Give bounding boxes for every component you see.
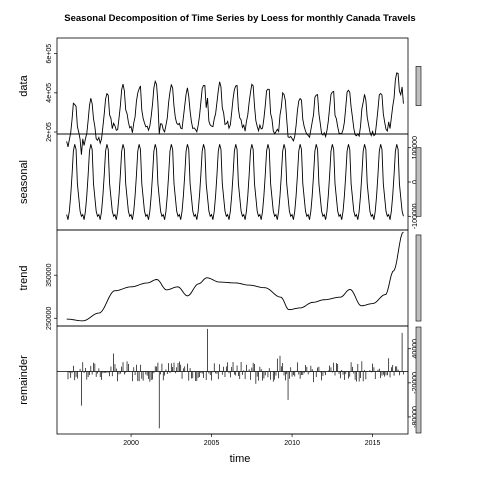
data-panel-frame: [56, 37, 409, 135]
trend-y-tick-label: 250000: [46, 306, 53, 329]
data-y-tick-label: 2e+05: [46, 122, 53, 142]
trend-series-line: [66, 231, 404, 322]
trend-panel-frame: [56, 229, 409, 327]
remainder-y-tick-label: 40000: [412, 339, 419, 359]
chart-title: Seasonal Decomposition of Time Series by…: [64, 13, 415, 24]
panel-seasonal: -100000 0 100000 seasonal: [18, 133, 422, 231]
panel-trend: 250000 350000 trend: [18, 229, 422, 330]
seasonal-y-tick-label: 0: [412, 180, 419, 184]
seasonal-panel-label: seasonal: [18, 160, 30, 204]
seasonal-series-line: [66, 144, 404, 220]
remainder-y-tick-label: -20000: [412, 372, 419, 394]
trend-panel-label: trend: [18, 265, 30, 290]
panel-data: 2e+05 4e+05 6e+05 data: [18, 37, 422, 155]
panel-remainder: -80000 -20000 40000 remainder: [18, 325, 422, 435]
data-y-tick-label: 6e+05: [46, 44, 53, 64]
data-panel-label: data: [18, 74, 30, 96]
data-scale-bar: [415, 66, 422, 106]
x-axis-title: time: [230, 453, 251, 465]
trend-y-tick-label: 350000: [46, 263, 53, 286]
data-series-line: [66, 72, 404, 155]
seasonal-y-tick-label: 100000: [412, 136, 419, 159]
x-tick-label: 2010: [284, 440, 300, 447]
remainder-panel-frame: [56, 325, 409, 435]
seasonal-scale-bar: [415, 147, 422, 217]
remainder-panel-label: remainder: [18, 355, 30, 405]
x-tick-label: 2015: [365, 440, 381, 447]
seasonal-y-tick-label: -100000: [412, 203, 419, 229]
trend-scale-bar: [415, 234, 422, 322]
panels-layer: 2e+05 4e+05 6e+05 data -100000 0 100000 seasona…: [18, 37, 422, 447]
remainder-scale-bar: [415, 326, 422, 434]
remainder-y-tick-label: -80000: [412, 406, 419, 428]
x-tick-label: 2000: [123, 440, 139, 447]
data-y-tick-label: 4e+05: [46, 83, 53, 103]
x-tick-label: 2005: [204, 440, 220, 447]
